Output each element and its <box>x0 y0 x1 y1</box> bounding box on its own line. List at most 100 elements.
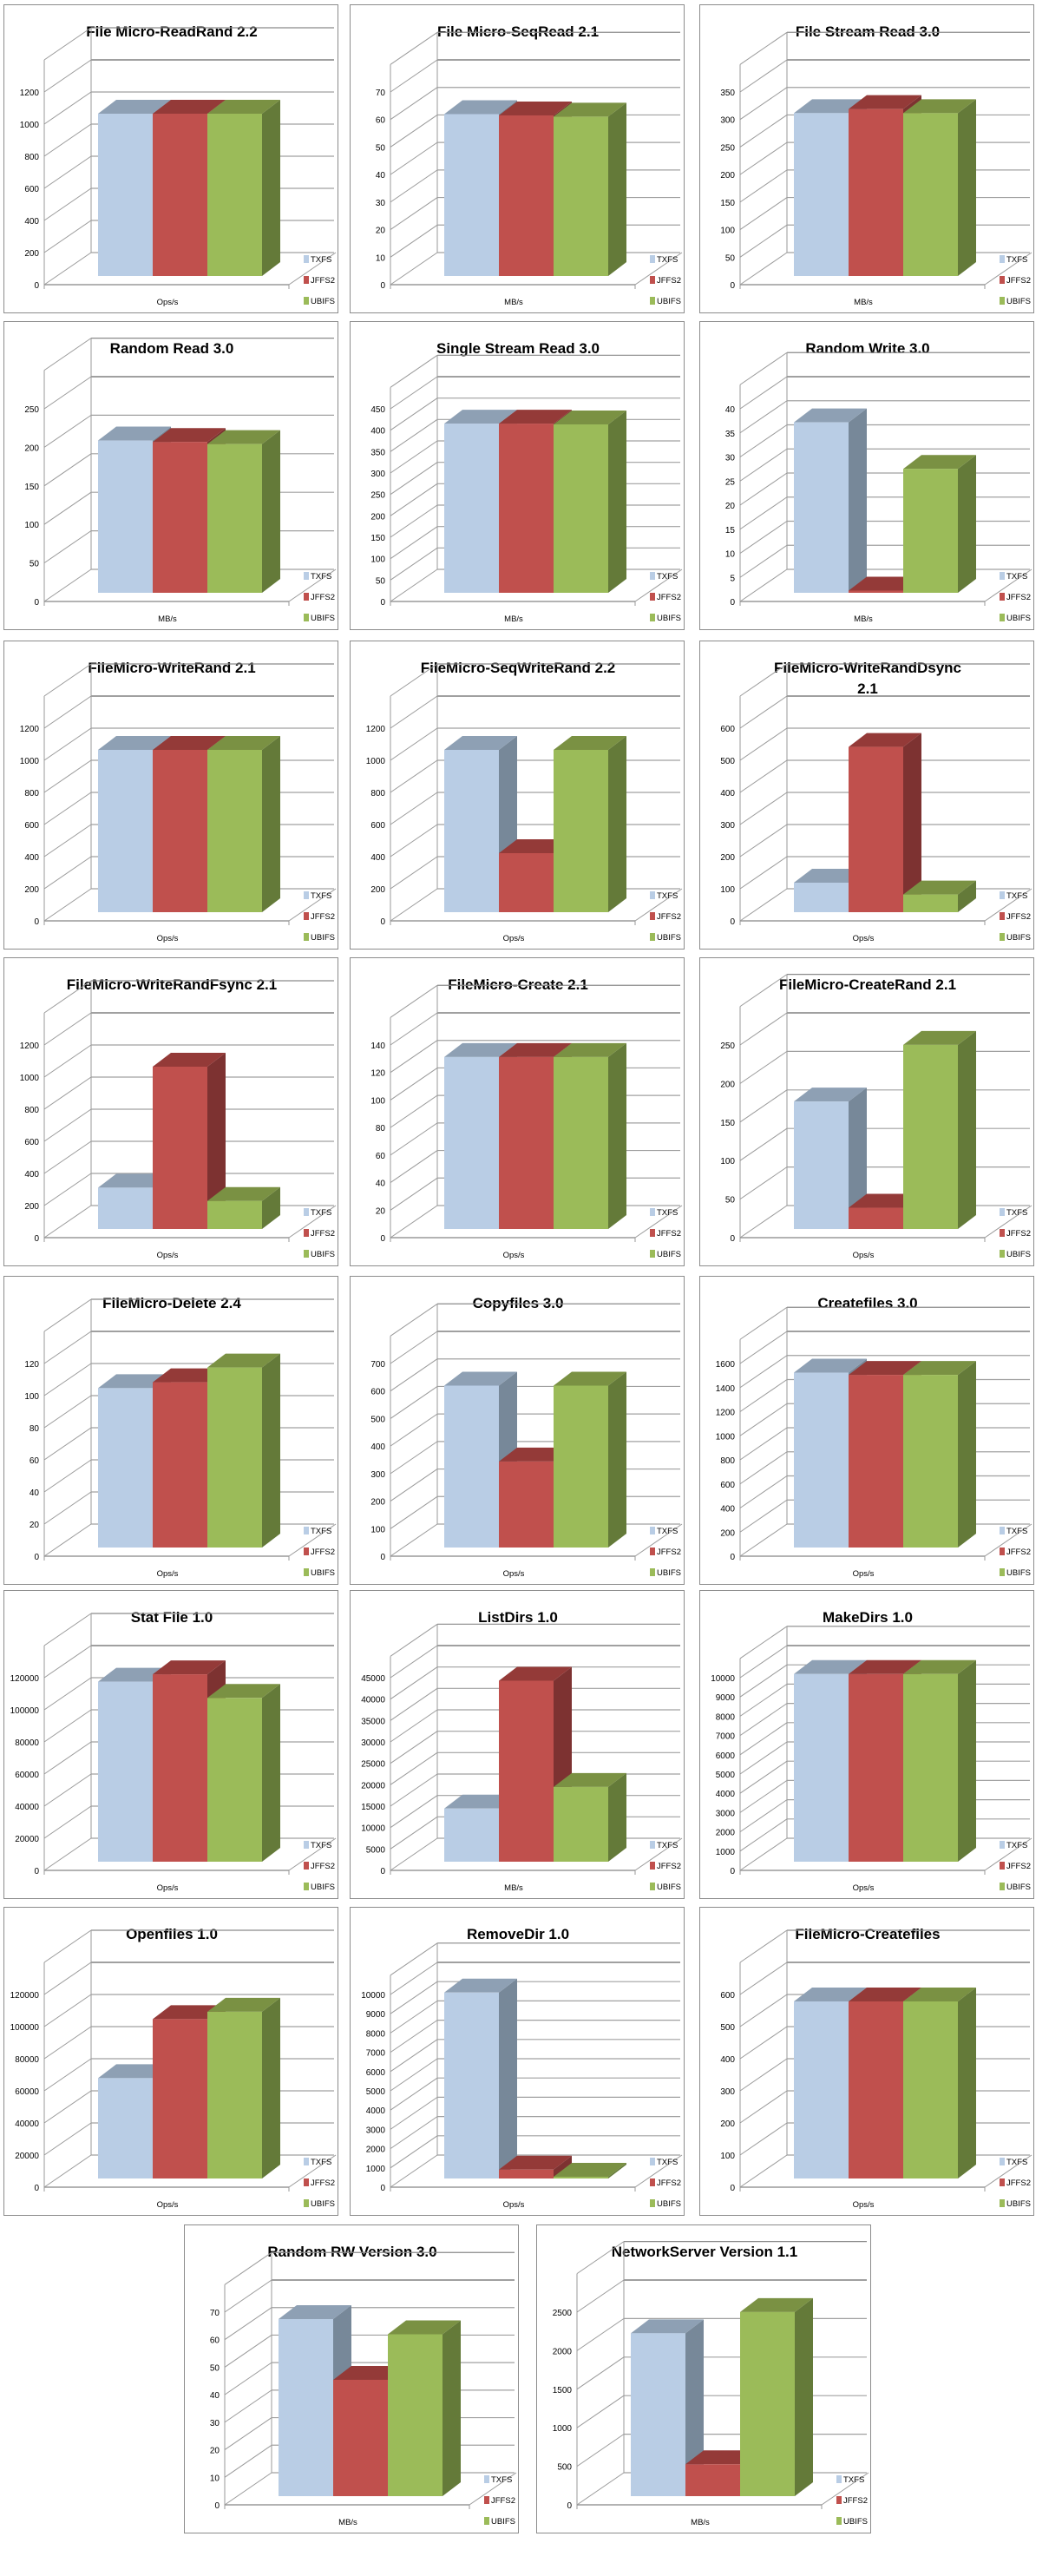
legend-swatch <box>304 1229 309 1237</box>
legend-swatch <box>1000 572 1005 580</box>
bar-ubifs <box>207 430 280 593</box>
y-tick-label: 100 <box>370 1096 385 1106</box>
bar-chart-3d: Random Read 3.0 0 50 100 150 200 250 MB/s TXFS JF… <box>24 338 337 624</box>
y-tick-label: 0 <box>34 2184 39 2193</box>
side-wall-gridline <box>390 2096 438 2130</box>
chart-panel: ListDirs 1.0 0 5000 10000 15000 20000 25000 300… <box>350 1590 685 1899</box>
chart-title: NetworkServer Version 1.1 <box>612 2244 798 2260</box>
x-axis-label: MB/s <box>854 614 873 624</box>
bar-side-face <box>554 2155 572 2178</box>
y-tick-label: 30 <box>376 199 386 208</box>
bar-top-face <box>207 100 280 114</box>
bar-top-face <box>740 2297 813 2312</box>
side-wall-gridline <box>43 2154 92 2188</box>
bar-top-face <box>98 736 171 750</box>
y-tick-label: 0 <box>730 598 735 608</box>
bar-top-face <box>153 1660 226 1675</box>
side-wall-gridline <box>390 169 438 203</box>
y-tick-label: 4000 <box>716 1790 736 1799</box>
y-tick-label: 500 <box>720 2023 735 2033</box>
bar-top-face <box>153 736 226 750</box>
y-tick-label: 100 <box>24 1392 39 1402</box>
side-wall-gridline <box>739 224 788 258</box>
y-tick-label: 2000 <box>716 1829 736 1838</box>
legend-label: UBIFS <box>657 933 681 943</box>
bar-top-face <box>444 736 517 750</box>
side-wall-gridline <box>390 1962 438 1995</box>
y-tick-label: 400 <box>720 789 735 798</box>
side-wall-gridline <box>390 440 438 474</box>
legend-swatch <box>1000 276 1005 284</box>
legend-swatch <box>650 891 655 899</box>
legend-swatch <box>1000 933 1005 941</box>
bar-side-face <box>262 736 280 912</box>
y-tick-label: 3000 <box>716 1809 736 1818</box>
legend-label: JFFS2 <box>843 2496 868 2506</box>
y-tick-label: 100 <box>370 555 385 565</box>
side-wall-gridline <box>739 1760 788 1794</box>
side-wall-gridline <box>739 1089 788 1123</box>
side-wall-gridline <box>739 448 788 482</box>
legend-label: TXFS <box>657 1527 678 1536</box>
side-wall-gridline <box>43 856 92 890</box>
y-tick-label: 0 <box>730 1234 735 1244</box>
y-tick-label: 0 <box>380 281 385 291</box>
bar-front-face <box>207 114 262 276</box>
chart-panel: Createfiles 3.0 0 200 400 600 800 1000 1200 1400… <box>699 1276 1034 1585</box>
y-tick-label: 1000 <box>20 121 40 130</box>
y-tick-label: 400 <box>370 1442 385 1452</box>
legend-swatch <box>304 1548 309 1555</box>
chart-title: Random Read 3.0 <box>110 340 234 357</box>
side-wall-gridline <box>739 1205 788 1239</box>
legend-swatch <box>650 593 655 601</box>
y-tick-label: 0 <box>34 1867 39 1876</box>
side-wall-gridline <box>390 115 438 148</box>
bar-front-face <box>153 442 207 593</box>
bar-top-face <box>98 100 171 114</box>
y-tick-label: 150 <box>720 1119 735 1128</box>
y-tick-label: 400 <box>720 1505 735 1515</box>
y-tick-label: 1000 <box>20 757 40 766</box>
side-wall-gridline <box>390 1303 438 1337</box>
bar-front-face <box>849 1207 903 1229</box>
bar-chart-3d: Random RW Version 3.0 0 10 20 30 40 50 60 70 MB/s… <box>210 2244 517 2527</box>
side-wall-gridline <box>576 2434 625 2468</box>
bar-front-face <box>207 2011 262 2178</box>
y-tick-label: 10 <box>210 2474 220 2483</box>
side-wall-gridline <box>739 888 788 922</box>
legend-swatch <box>304 572 309 580</box>
side-wall-gridline <box>739 1331 788 1364</box>
bar-front-face <box>98 114 153 276</box>
bar-chart-3d: Openfiles 1.0 0 20000 40000 60000 80000 100000… <box>10 1926 337 2210</box>
y-tick-label: 1000 <box>366 2165 386 2174</box>
y-tick-label: 0 <box>34 1234 39 1244</box>
bar-side-face <box>608 2162 626 2178</box>
legend-swatch <box>650 933 655 941</box>
bar-front-face <box>207 1200 262 1229</box>
y-tick-label: 8000 <box>716 1712 736 1722</box>
legend-swatch <box>1000 2158 1005 2165</box>
side-wall-gridline <box>390 568 438 602</box>
y-tick-label: 60000 <box>15 2087 39 2097</box>
y-tick-label: 300 <box>720 116 735 126</box>
side-wall-gridline <box>43 824 92 858</box>
side-wall-gridline <box>739 1962 788 1995</box>
x-axis-label: Ops/s <box>853 2200 875 2210</box>
bar-chart-3d: FileMicro-Create 2.1 0 20 40 60 80 100 120 140 Op… <box>370 976 683 1260</box>
bar-chart-3d: FileMicro-WriteRandDsync 2.1 0 100 200 300 400… <box>720 660 1032 943</box>
bar-front-face <box>794 113 849 276</box>
side-wall-gridline <box>43 1741 92 1775</box>
legend-swatch <box>650 614 655 621</box>
legend-swatch <box>836 2496 842 2504</box>
y-tick-label: 15000 <box>361 1803 385 1812</box>
side-wall-gridline <box>390 2154 438 2188</box>
bar-front-face <box>740 2311 795 2496</box>
bar-top-face <box>554 2162 626 2177</box>
y-tick-label: 1200 <box>20 1042 40 1051</box>
bar-chart-3d: FileMicro-CreateRand 2.1 0 50 100 150 200 250 O… <box>720 974 1032 1260</box>
side-wall-gridline <box>739 1683 788 1717</box>
side-wall-gridline <box>390 856 438 890</box>
y-tick-label: 50 <box>725 1196 736 1206</box>
side-wall-gridline <box>390 141 438 175</box>
x-axis-label: Ops/s <box>157 1251 179 1260</box>
